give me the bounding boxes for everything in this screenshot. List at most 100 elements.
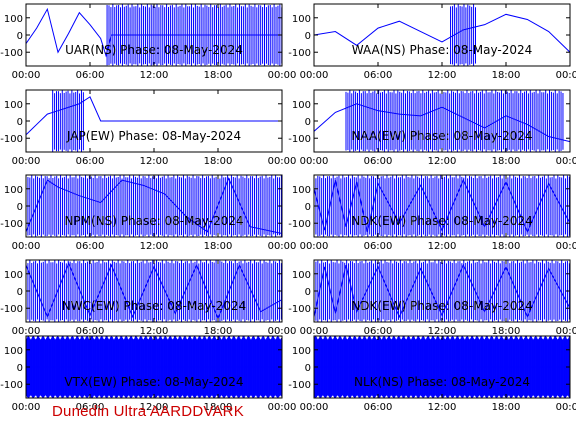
phase-panel: 100 0 -100 00:00 06:00 12:00 18:00 00:00 UAR(NS)…	[0, 3, 297, 81]
y-tick-label: -100	[288, 219, 311, 230]
y-tick-label: 0	[305, 363, 311, 374]
y-tick-label: -100	[0, 134, 23, 145]
x-tick-label: 00:00	[300, 241, 329, 252]
phase-panel: 100 0 -100 00:00 06:00 12:00 18:00 00:00 VTX(EW)…	[0, 335, 297, 413]
x-tick-label: 12:00	[140, 402, 169, 413]
x-tick-label: 18:00	[204, 402, 233, 413]
y-tick-label: 0	[17, 363, 23, 374]
dense-phase-band	[314, 175, 570, 237]
phase-trace	[26, 177, 282, 235]
x-tick-label: 00:00	[300, 326, 329, 337]
x-tick-label: 00:00	[556, 70, 576, 81]
x-tick-label: 18:00	[492, 326, 521, 337]
x-tick-label: 00:00	[556, 156, 576, 167]
x-tick-label: 18:00	[492, 402, 521, 413]
y-tick-label: 100	[4, 185, 23, 196]
phase-trace	[314, 178, 570, 234]
x-tick-label: 00:00	[556, 402, 576, 413]
x-tick-label: 00:00	[556, 326, 576, 337]
panel-title: NWC(EW) Phase: 08-May-2024	[62, 299, 247, 313]
phase-trace	[26, 7, 282, 58]
x-tick-label: 06:00	[76, 402, 105, 413]
y-tick-label: 100	[292, 270, 311, 281]
x-tick-label: 00:00	[268, 402, 297, 413]
panel-title: WAA(NS) Phase: 08-May-2024	[352, 43, 533, 57]
x-tick-label: 12:00	[428, 402, 457, 413]
x-tick-label: 06:00	[76, 156, 105, 167]
panel-title: UAR(NS) Phase: 08-May-2024	[65, 43, 243, 57]
panel-title: NLK(NS) Phase: 08-May-2024	[354, 375, 530, 389]
phase-panel: 100 0 -100 00:00 06:00 12:00 18:00 00:00 NDK(EW)…	[288, 259, 576, 337]
x-tick-label: 12:00	[428, 70, 457, 81]
x-tick-label: 12:00	[428, 241, 457, 252]
x-tick-label: 06:00	[364, 402, 393, 413]
panel-title: NDK(EW) Phase: 08-May-2024	[351, 214, 532, 228]
y-tick-label: 100	[4, 100, 23, 111]
y-tick-label: 0	[305, 117, 311, 128]
y-tick-label: 0	[17, 202, 23, 213]
x-tick-label: 12:00	[140, 156, 169, 167]
dense-phase-band	[450, 4, 476, 66]
phase-panel: 100 0 -100 00:00 06:00 12:00 18:00 00:00 NLK(NS)…	[288, 335, 576, 413]
phase-panel: 100 0 -100 00:00 06:00 12:00 18:00 00:00 NAA(EW)…	[288, 89, 576, 167]
x-tick-label: 18:00	[204, 70, 233, 81]
x-tick-label: 00:00	[12, 241, 41, 252]
y-tick-label: -100	[288, 380, 311, 391]
x-tick-label: 00:00	[268, 326, 297, 337]
x-tick-label: 00:00	[268, 70, 297, 81]
x-tick-label: 18:00	[204, 156, 233, 167]
phase-panel: 100 0 -100 00:00 06:00 12:00 18:00 00:00 NWC(EW)…	[0, 259, 297, 337]
x-tick-label: 00:00	[12, 326, 41, 337]
x-tick-label: 00:00	[12, 70, 41, 81]
x-tick-label: 12:00	[428, 156, 457, 167]
phase-panel: 100 0 -100 00:00 06:00 12:00 18:00 00:00 NDK(EW)…	[288, 174, 576, 252]
phase-panel: 100 0 -100 00:00 06:00 12:00 18:00 00:00 JAP(EW)…	[0, 89, 296, 167]
y-tick-label: 0	[305, 287, 311, 298]
y-tick-label: 100	[292, 14, 311, 25]
x-tick-label: 06:00	[76, 70, 105, 81]
y-tick-label: 0	[17, 287, 23, 298]
panel-title: NPM(NS) Phase: 08-May-2024	[64, 214, 243, 228]
x-tick-label: 18:00	[492, 70, 521, 81]
phase-panel: 100 0 -100 00:00 06:00 12:00 18:00 00:00 WAA(NS)…	[288, 3, 576, 81]
x-tick-label: 06:00	[76, 241, 105, 252]
phase-trace	[314, 103, 570, 143]
panel-title: NAA(EW) Phase: 08-May-2024	[351, 129, 532, 143]
y-tick-label: -100	[288, 304, 311, 315]
y-tick-label: -100	[0, 304, 23, 315]
y-tick-label: -100	[0, 48, 23, 59]
x-tick-label: 12:00	[140, 326, 169, 337]
x-tick-label: 12:00	[140, 241, 169, 252]
x-tick-label: 00:00	[12, 402, 41, 413]
x-tick-label: 18:00	[492, 241, 521, 252]
y-tick-label: 0	[305, 31, 311, 42]
phase-panel: 100 0 -100 00:00 06:00 12:00 18:00 00:00 NPM(NS)…	[0, 174, 297, 252]
dense-phase-band	[26, 260, 282, 322]
y-tick-label: 100	[4, 270, 23, 281]
panel-title: NDK(EW) Phase: 08-May-2024	[351, 299, 532, 313]
x-tick-label: 18:00	[204, 326, 233, 337]
y-tick-label: -100	[0, 380, 23, 391]
x-tick-label: 12:00	[140, 70, 169, 81]
panel-title: JAP(EW) Phase: 08-May-2024	[66, 129, 241, 143]
x-tick-label: 00:00	[556, 241, 576, 252]
x-tick-label: 00:00	[300, 156, 329, 167]
x-tick-label: 00:00	[12, 156, 41, 167]
x-tick-label: 00:00	[300, 402, 329, 413]
y-tick-label: 0	[17, 31, 23, 42]
y-tick-label: 0	[305, 202, 311, 213]
x-tick-label: 06:00	[364, 241, 393, 252]
phase-trace	[26, 96, 282, 136]
y-tick-label: -100	[288, 48, 311, 59]
x-tick-label: 06:00	[364, 326, 393, 337]
x-tick-label: 18:00	[492, 156, 521, 167]
y-tick-label: 100	[4, 346, 23, 357]
x-tick-label: 06:00	[364, 70, 393, 81]
x-tick-label: 00:00	[268, 241, 297, 252]
x-tick-label: 12:00	[428, 326, 457, 337]
y-tick-label: -100	[0, 219, 23, 230]
y-tick-label: 100	[292, 346, 311, 357]
dense-phase-band	[52, 90, 84, 152]
y-tick-label: 100	[292, 185, 311, 196]
